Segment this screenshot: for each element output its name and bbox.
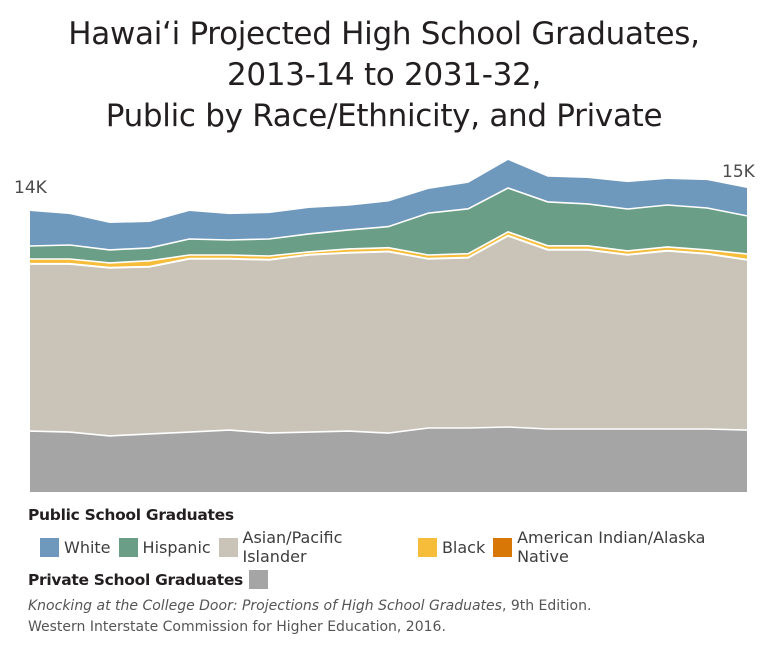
legend-item-asian-pacific-islander: Asian/Pacific Islander xyxy=(218,528,410,566)
legend-public-heading: Public School Graduates xyxy=(28,506,234,524)
legend-private-row: Private School Graduates xyxy=(28,570,768,589)
asian-pacific-islander-swatch-icon xyxy=(218,537,238,557)
area-hispanic xyxy=(30,188,747,263)
source-line-2: Western Interstate Commission for Higher… xyxy=(28,619,446,635)
private-swatch-icon xyxy=(248,570,268,589)
title-line-2: 2013-14 to 2031-32, xyxy=(226,57,542,93)
layer-separator xyxy=(30,234,748,269)
title-line-1: Hawai‘i Projected High School Graduates, xyxy=(68,16,700,52)
stacked-area-chart xyxy=(29,160,748,492)
legend-item-black: Black xyxy=(417,537,486,557)
american-indian-alaska-native-swatch-icon xyxy=(493,537,513,557)
legend-label: Asian/Pacific Islander xyxy=(242,528,343,566)
legend-label: Black xyxy=(441,537,486,557)
layer-separator xyxy=(30,231,748,264)
area-asian-pacific-islander xyxy=(30,235,747,436)
legend-label: Hispanic xyxy=(142,537,211,557)
legend-item-white: White xyxy=(40,537,111,557)
legend-label: White xyxy=(64,537,111,557)
hispanic-swatch-icon xyxy=(118,537,138,557)
layer-separator xyxy=(29,187,748,251)
layer-separator xyxy=(29,426,748,437)
area-white xyxy=(30,160,747,250)
source-citation: Knocking at the College Door: Projection… xyxy=(28,596,591,638)
title-line-3: Public by Race/Ethnicity, and Private xyxy=(105,98,663,134)
start-total-label: 14K xyxy=(14,178,47,198)
area-private-school-graduates xyxy=(30,427,747,492)
legend-item-american-indian-alaska-native: American Indian/Alaska Native xyxy=(493,528,760,566)
end-total-label: 15K xyxy=(722,162,755,182)
legend-item-hispanic: Hispanic xyxy=(118,537,211,557)
white-swatch-icon xyxy=(40,537,59,557)
chart-title: Hawai‘i Projected High School Graduates,… xyxy=(0,14,768,137)
legend-private-heading: Private School Graduates xyxy=(28,570,243,589)
source-line-1: Knocking at the College Door: Projection… xyxy=(28,596,591,617)
legend: Public School Graduates White Hispanic A… xyxy=(28,506,768,589)
source-title: Knocking at the College Door: Projection… xyxy=(28,598,502,614)
black-swatch-icon xyxy=(417,537,437,557)
source-edition: , 9th Edition. xyxy=(501,598,592,614)
legend-label: American Indian/Alaska Native xyxy=(517,528,706,566)
legend-public-items: White Hispanic Asian/Pacific Islander Bl… xyxy=(40,528,768,566)
